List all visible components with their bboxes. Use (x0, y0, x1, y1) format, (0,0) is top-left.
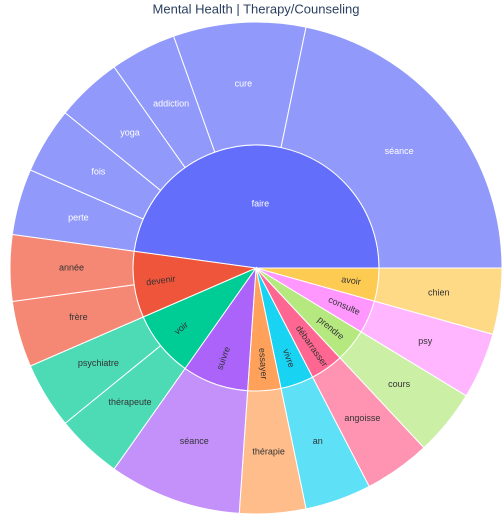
outer-label: frère (69, 312, 88, 322)
outer-label: psy (418, 336, 433, 346)
outer-label: an (313, 436, 323, 446)
chart-title: Mental Health | Therapy/Counseling (153, 1, 360, 16)
outer-label: cours (388, 379, 411, 389)
inner-label: faire (252, 199, 270, 209)
outer-sector (280, 26, 502, 269)
outer-label: chien (428, 287, 450, 297)
outer-label: fois (91, 167, 106, 177)
outer-label: yoga (120, 128, 140, 138)
outer-label: thérapie (252, 446, 285, 456)
outer-label: séance (180, 436, 209, 446)
outer-label: addiction (153, 99, 189, 109)
outer-label: année (59, 262, 84, 272)
sunburst (9, 21, 502, 515)
outer-sector (9, 233, 135, 303)
outer-label: cure (235, 78, 253, 88)
inner-label: essayer (257, 348, 269, 380)
outer-label: thérapeute (109, 397, 152, 407)
inner-label: avoir (341, 274, 362, 287)
outer-label: psychiatre (78, 358, 119, 368)
outer-label: angoisse (344, 413, 380, 423)
outer-label: séance (385, 146, 414, 156)
inner-label: devenir (146, 273, 177, 287)
outer-label: perte (68, 213, 89, 223)
